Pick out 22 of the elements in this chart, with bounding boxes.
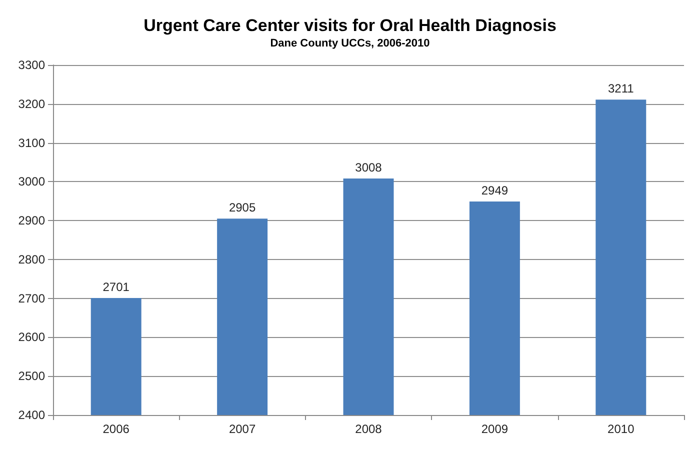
data-label: 3211 (608, 82, 634, 96)
x-tick-label: 2010 (608, 422, 635, 436)
x-tick-label: 2009 (481, 422, 508, 436)
chart-subtitle: Dane County UCCs, 2006-2010 (270, 38, 430, 50)
y-tick-label: 3100 (18, 136, 46, 150)
y-tick-label: 2900 (18, 214, 46, 228)
x-tick-label: 2007 (228, 422, 256, 436)
y-tick-label: 3300 (18, 58, 46, 72)
data-label: 2949 (481, 184, 508, 198)
y-tick-label: 2800 (18, 252, 46, 266)
y-tick-label: 2600 (18, 330, 46, 344)
y-tick-label: 3000 (18, 174, 46, 189)
x-tick-label: 2008 (355, 422, 382, 436)
data-label: 2905 (228, 200, 256, 215)
x-tick-label: 2006 (102, 422, 130, 436)
y-tick-label: 2700 (18, 291, 46, 306)
data-label: 2701 (102, 280, 130, 294)
y-tick-label: 2500 (18, 369, 46, 384)
y-tick-label: 3200 (18, 96, 46, 111)
data-label: 3008 (355, 160, 382, 175)
y-tick-label: 2400 (18, 408, 46, 422)
chart-title: Urgent Care Center visits for Oral Health Diagnosis (144, 16, 556, 35)
